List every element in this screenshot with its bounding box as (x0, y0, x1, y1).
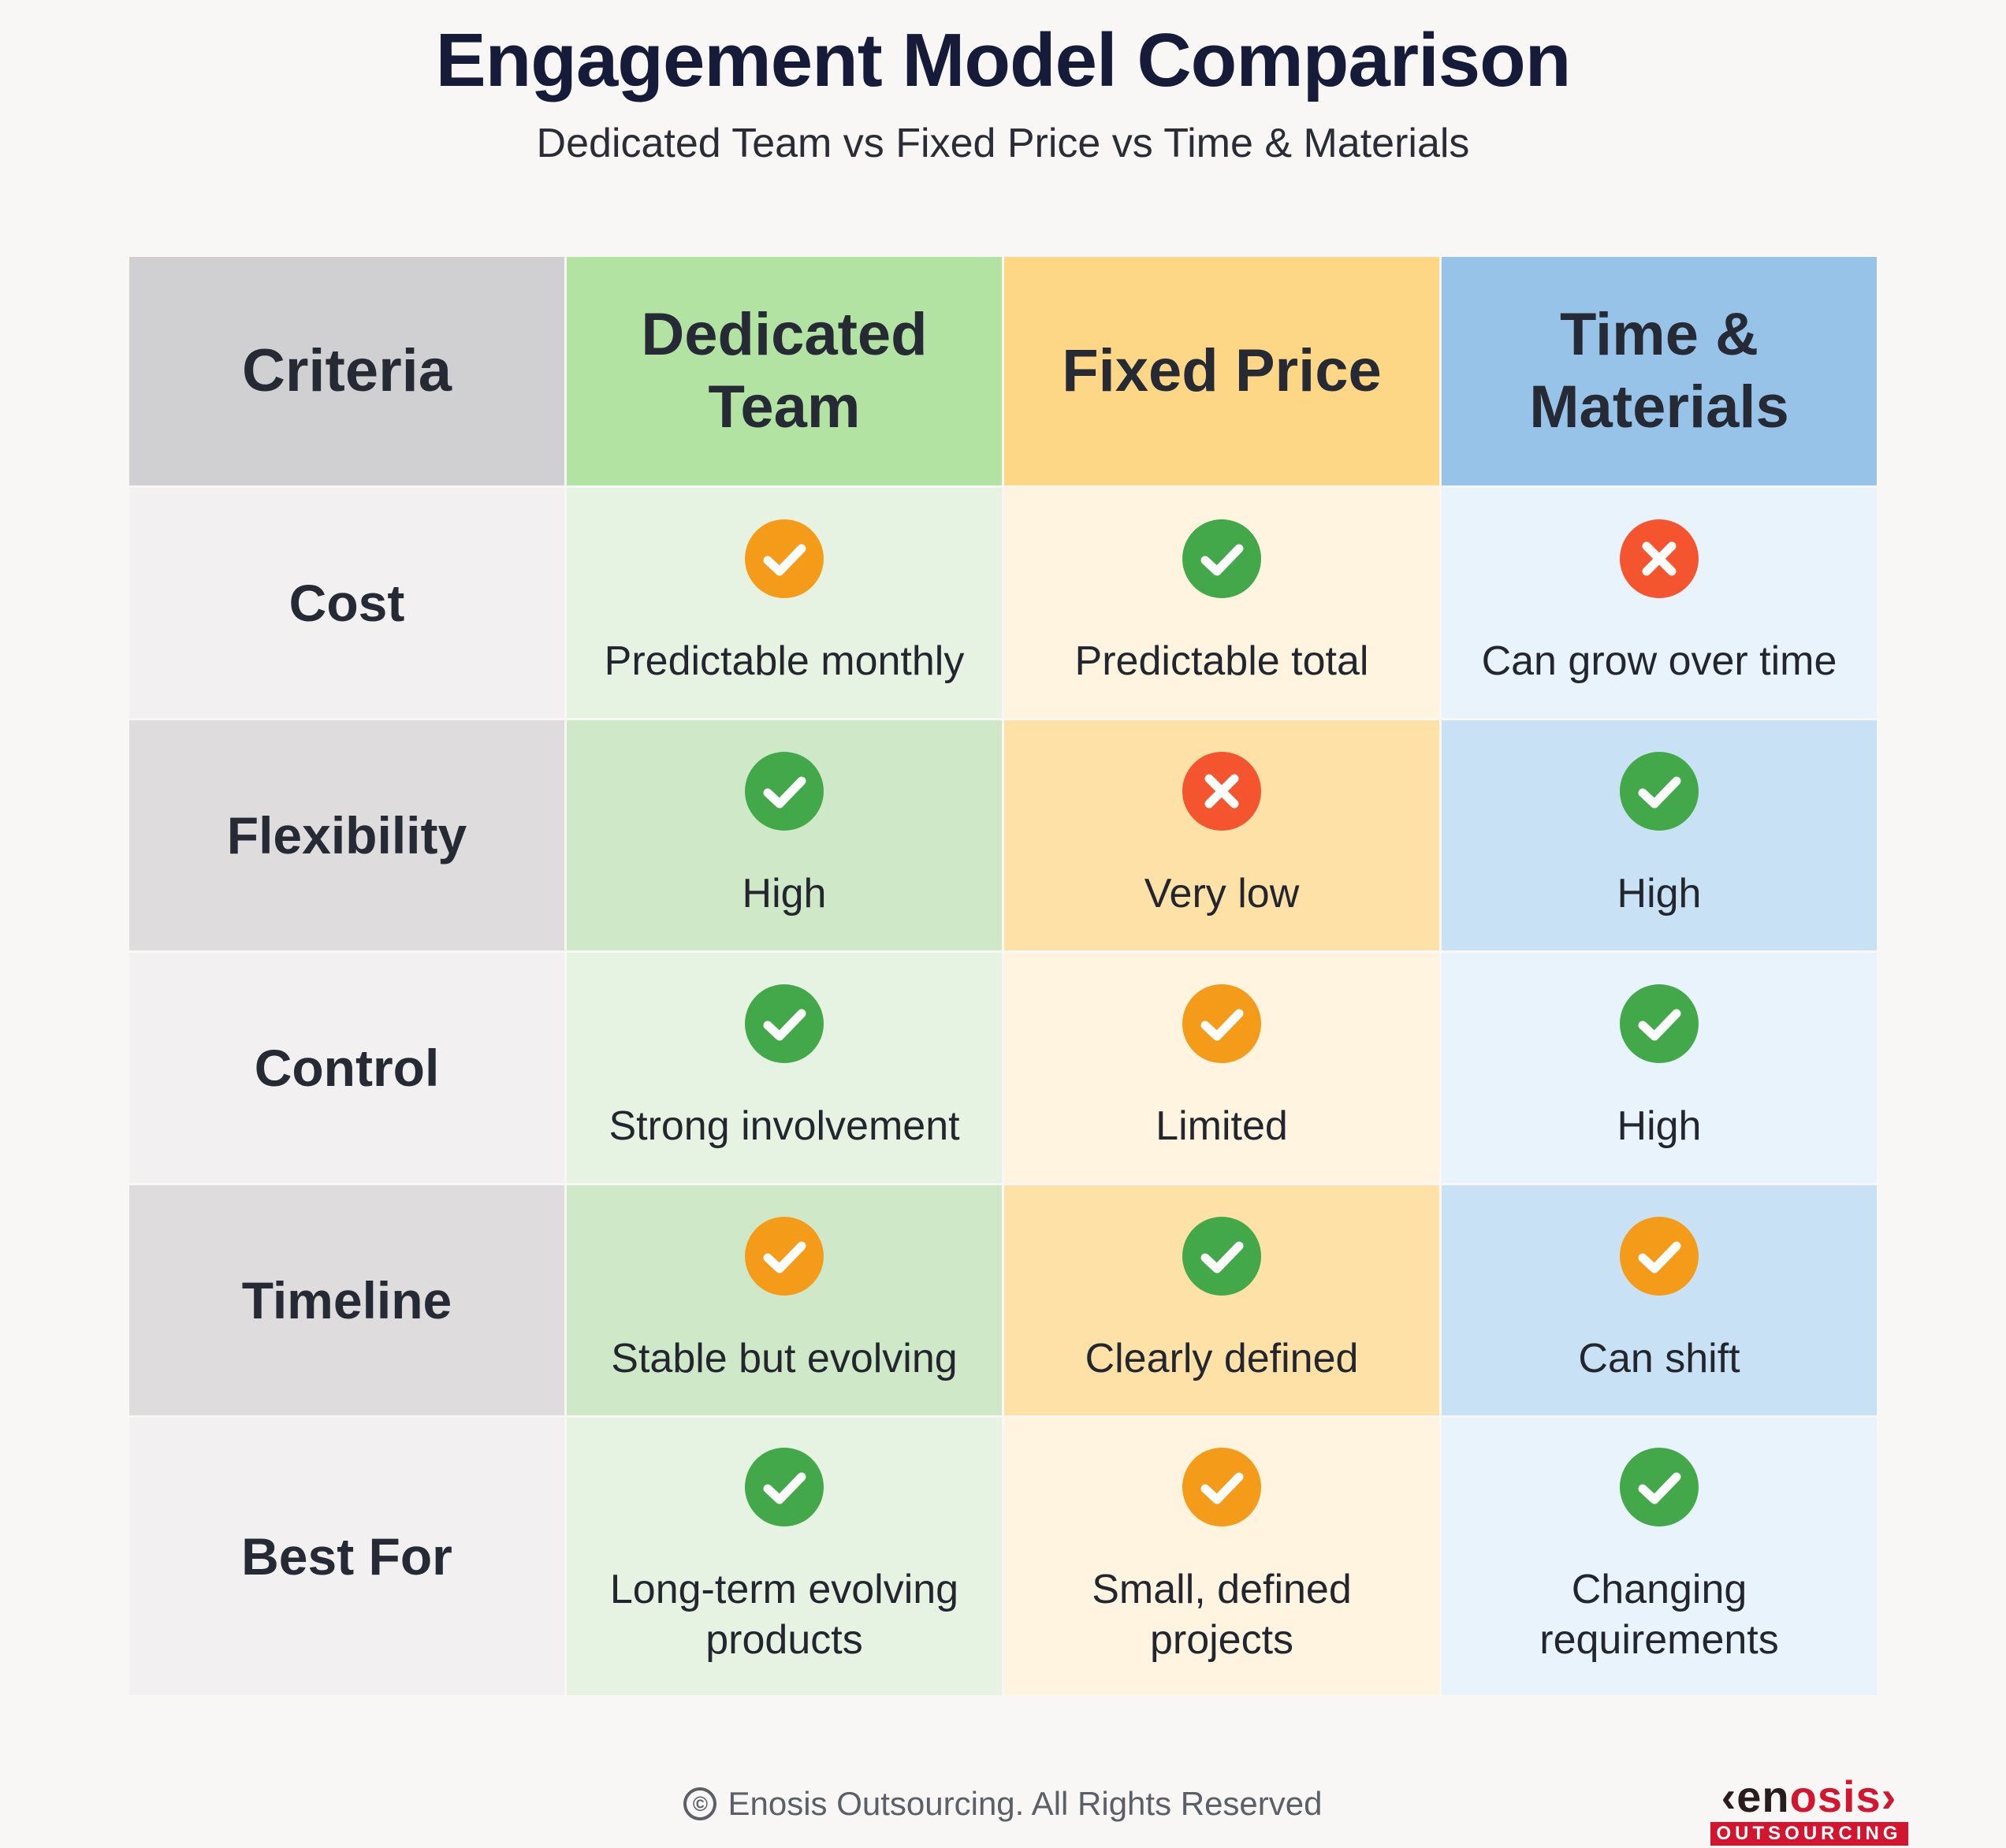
check-icon (1620, 984, 1699, 1063)
criteria-label: Cost (288, 574, 405, 632)
check-icon (1182, 519, 1261, 598)
header-label: Criteria (241, 337, 452, 404)
table-cell: Very low (1004, 720, 1439, 950)
cell-value: Long-term evolving products (609, 1567, 959, 1663)
cell-value: Changing requirements (1539, 1567, 1779, 1663)
criteria-label: Control (254, 1039, 440, 1097)
cell-value: Strong involvement (608, 1103, 960, 1149)
criteria-label: Flexibility (226, 806, 467, 865)
table-cell: Long-term evolving products (567, 1418, 1002, 1695)
table-cell: High (1442, 720, 1877, 950)
check-icon (745, 1448, 824, 1526)
table-cell: Small, defined projects (1004, 1418, 1439, 1695)
table-cell: Can grow over time (1442, 488, 1877, 718)
table-cell: Changing requirements (1442, 1418, 1877, 1695)
header-cell-3: Time & Materials (1442, 257, 1877, 485)
check-icon (1620, 1448, 1699, 1526)
comparison-table: Criteria Dedicated Team Fixed Price Time & … (129, 257, 1878, 1696)
criteria-cell: Best For (129, 1418, 564, 1695)
check-icon (745, 519, 824, 598)
cell-value: Can shift (1578, 1336, 1740, 1381)
cell-value: Limited (1156, 1103, 1288, 1149)
check-icon (1182, 1448, 1261, 1526)
table-cell: Stable but evolving (567, 1185, 1002, 1415)
check-icon (745, 984, 824, 1063)
table-cell: Predictable total (1004, 488, 1439, 718)
cell-value: Small, defined projects (1092, 1567, 1352, 1663)
cell-value: Predictable monthly (604, 638, 965, 684)
table-cell: Limited (1004, 953, 1439, 1183)
cross-icon (1182, 752, 1261, 831)
header-cell-2: Fixed Price (1004, 257, 1439, 485)
copyright-icon: © (683, 1787, 717, 1820)
logo-subtitle: OUTSOURCING (1710, 1822, 1908, 1846)
check-icon (745, 752, 824, 831)
table-cell: High (1442, 953, 1877, 1183)
criteria-cell: Timeline (129, 1185, 564, 1415)
footer-text: Enosis Outsourcing. All Rights Reserved (728, 1785, 1323, 1822)
criteria-cell: Cost (129, 488, 564, 718)
page-subtitle: Dedicated Team vs Fixed Price vs Time & … (536, 121, 1470, 166)
header-label: Fixed Price (1062, 337, 1382, 404)
logo-wordmark-accent: osis› (1789, 1772, 1897, 1821)
check-icon (1620, 752, 1699, 831)
logo-wordmark: ‹enosis› (1721, 1775, 1897, 1819)
cell-value: High (742, 871, 827, 917)
cell-value: High (1617, 871, 1702, 917)
cell-value: Predictable total (1074, 638, 1369, 684)
cross-icon (1620, 519, 1699, 598)
table-cell: Can shift (1442, 1185, 1877, 1415)
enosis-logo: ‹enosis› OUTSOURCING (1710, 1775, 1908, 1846)
header-label: Dedicated Team (641, 301, 928, 441)
footer: © Enosis Outsourcing. All Rights Reserve… (0, 1785, 2006, 1823)
logo-wordmark-prefix: ‹en (1721, 1772, 1790, 1821)
check-icon (745, 1217, 824, 1296)
cell-value: Stable but evolving (611, 1336, 958, 1381)
table-cell: Clearly defined (1004, 1185, 1439, 1415)
cell-value: High (1617, 1103, 1702, 1149)
criteria-cell: Control (129, 953, 564, 1183)
check-icon (1182, 984, 1261, 1063)
check-icon (1620, 1217, 1699, 1296)
criteria-cell: Flexibility (129, 720, 564, 950)
cell-value: Can grow over time (1481, 638, 1837, 684)
table-cell: High (567, 720, 1002, 950)
cell-value: Clearly defined (1085, 1336, 1359, 1381)
table-cell: Predictable monthly (567, 488, 1002, 718)
criteria-label: Best For (241, 1527, 452, 1586)
table-cell: Strong involvement (567, 953, 1002, 1183)
cell-value: Very low (1144, 871, 1300, 917)
header-label: Time & Materials (1529, 301, 1789, 441)
criteria-label: Timeline (241, 1271, 452, 1329)
page-title: Engagement Model Comparison (435, 18, 1572, 102)
header-cell-0: Criteria (129, 257, 564, 485)
header-cell-1: Dedicated Team (567, 257, 1002, 485)
check-icon (1182, 1217, 1261, 1296)
